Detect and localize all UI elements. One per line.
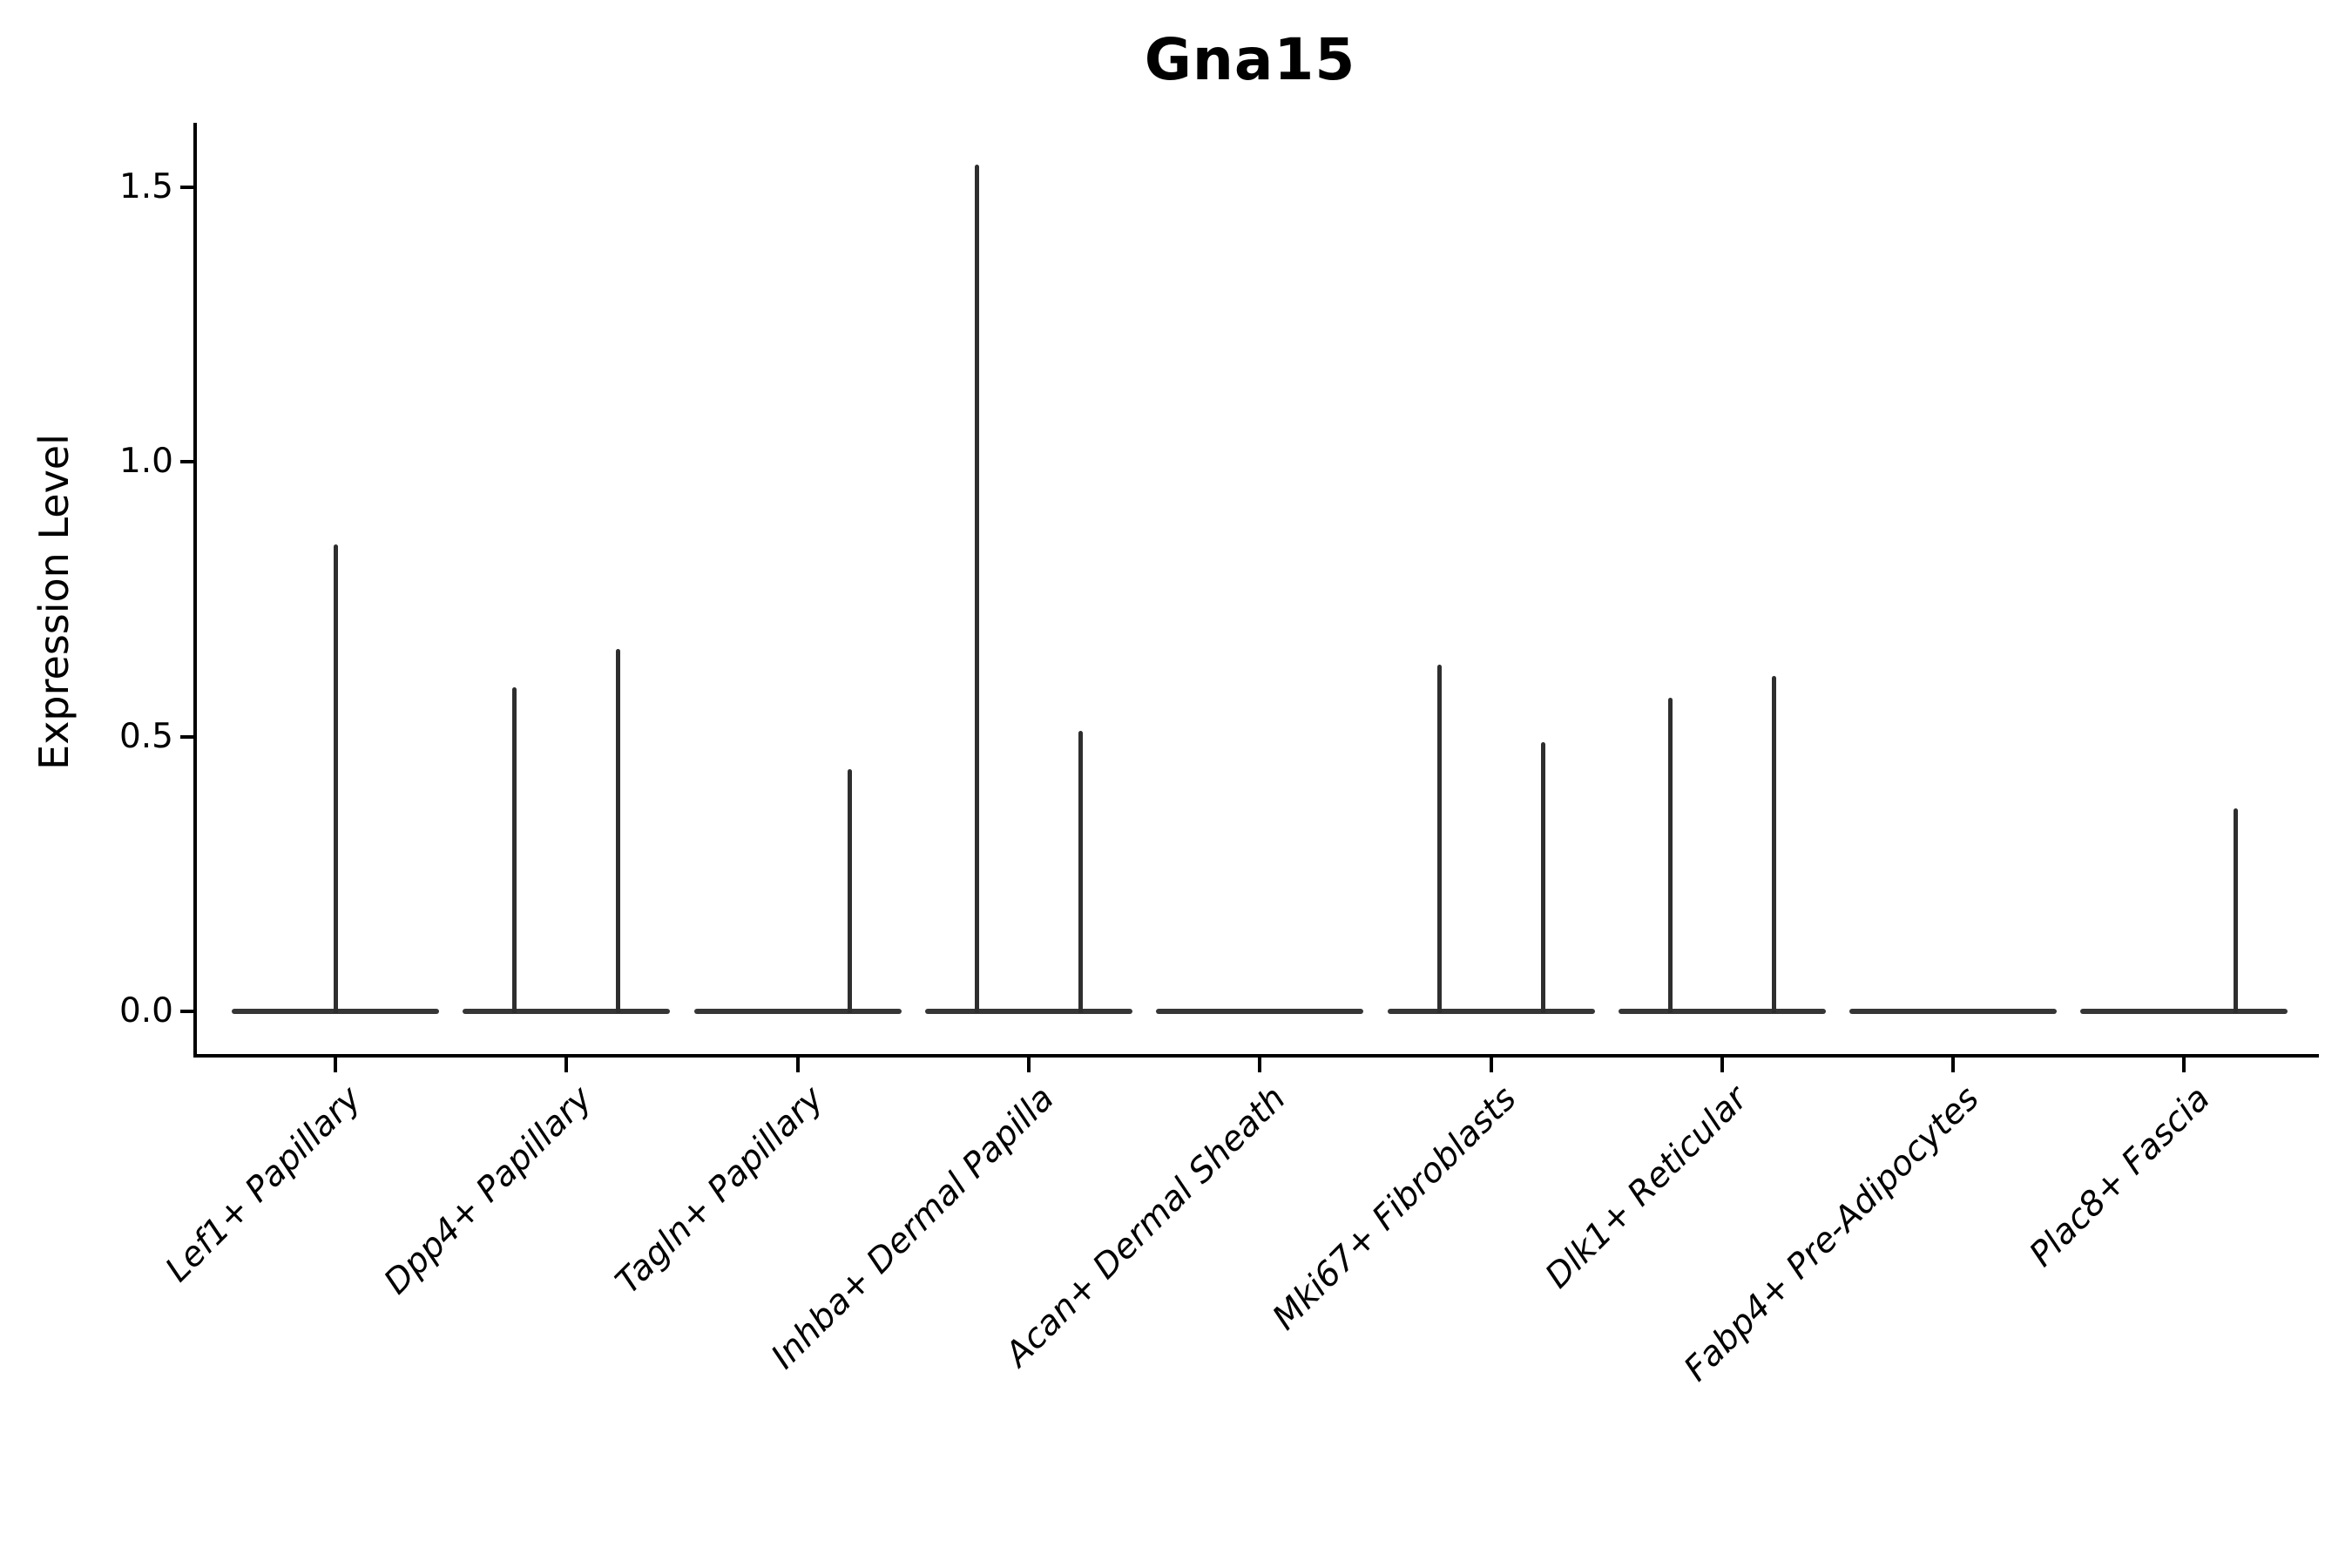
x-axis-tick bbox=[1026, 1058, 1031, 1072]
x-axis-tick bbox=[1258, 1058, 1262, 1072]
violin-spike bbox=[847, 769, 852, 1013]
x-tick-label: Plac8+ Fascia bbox=[2022, 1078, 2218, 1275]
y-axis-label: Expression Level bbox=[30, 434, 78, 770]
violin-baseline bbox=[463, 1009, 671, 1014]
violin-baseline bbox=[924, 1009, 1132, 1014]
x-tick-label: Mki67+ Fibroblasts bbox=[1265, 1078, 1524, 1338]
y-axis-tick bbox=[180, 1010, 193, 1013]
y-axis-tick bbox=[180, 460, 193, 463]
chart-title: Gna15 bbox=[1144, 26, 1356, 93]
violin-spike bbox=[1436, 665, 1442, 1013]
x-axis-tick bbox=[334, 1058, 337, 1072]
violin-spike bbox=[616, 648, 621, 1013]
x-tick-label: Tagln+ Papillary bbox=[608, 1078, 832, 1302]
x-axis-tick bbox=[1720, 1058, 1724, 1072]
x-axis-tick bbox=[1951, 1058, 1956, 1072]
x-axis-bottom-spine bbox=[193, 1054, 2319, 1058]
x-tick-label: Dpp4+ Papillary bbox=[376, 1078, 600, 1302]
violin-baseline bbox=[2080, 1009, 2288, 1014]
x-axis-tick bbox=[2182, 1058, 2186, 1072]
x-tick-label: Dlk1+ Reticular bbox=[1538, 1078, 1756, 1296]
y-tick-label: 0.5 bbox=[118, 716, 173, 756]
y-axis-left-spine bbox=[193, 123, 197, 1058]
violin-spike bbox=[1078, 731, 1083, 1013]
violin-baseline bbox=[1849, 1009, 2058, 1014]
y-axis-tick bbox=[180, 185, 193, 189]
x-axis-tick bbox=[795, 1058, 800, 1072]
y-tick-label: 1.0 bbox=[118, 442, 173, 481]
violin-spike bbox=[1667, 698, 1673, 1013]
violin-baseline bbox=[693, 1009, 902, 1014]
y-axis-tick bbox=[180, 734, 193, 739]
violin-baseline bbox=[1618, 1009, 1826, 1014]
violin-baseline bbox=[1156, 1009, 1364, 1014]
violin-spike bbox=[2234, 808, 2239, 1013]
x-axis-tick bbox=[564, 1058, 569, 1072]
y-tick-label: 0.0 bbox=[118, 991, 173, 1031]
violin-baseline bbox=[1387, 1009, 1595, 1014]
violin-spike bbox=[974, 165, 979, 1013]
violin-spike bbox=[512, 686, 517, 1013]
x-axis-tick bbox=[1489, 1058, 1493, 1072]
violin-spike bbox=[333, 544, 338, 1013]
violin-spike bbox=[1540, 741, 1545, 1013]
violin-spike bbox=[1771, 676, 1776, 1013]
y-tick-label: 1.5 bbox=[118, 166, 173, 206]
x-tick-label: Lef1+ Papillary bbox=[158, 1078, 369, 1290]
